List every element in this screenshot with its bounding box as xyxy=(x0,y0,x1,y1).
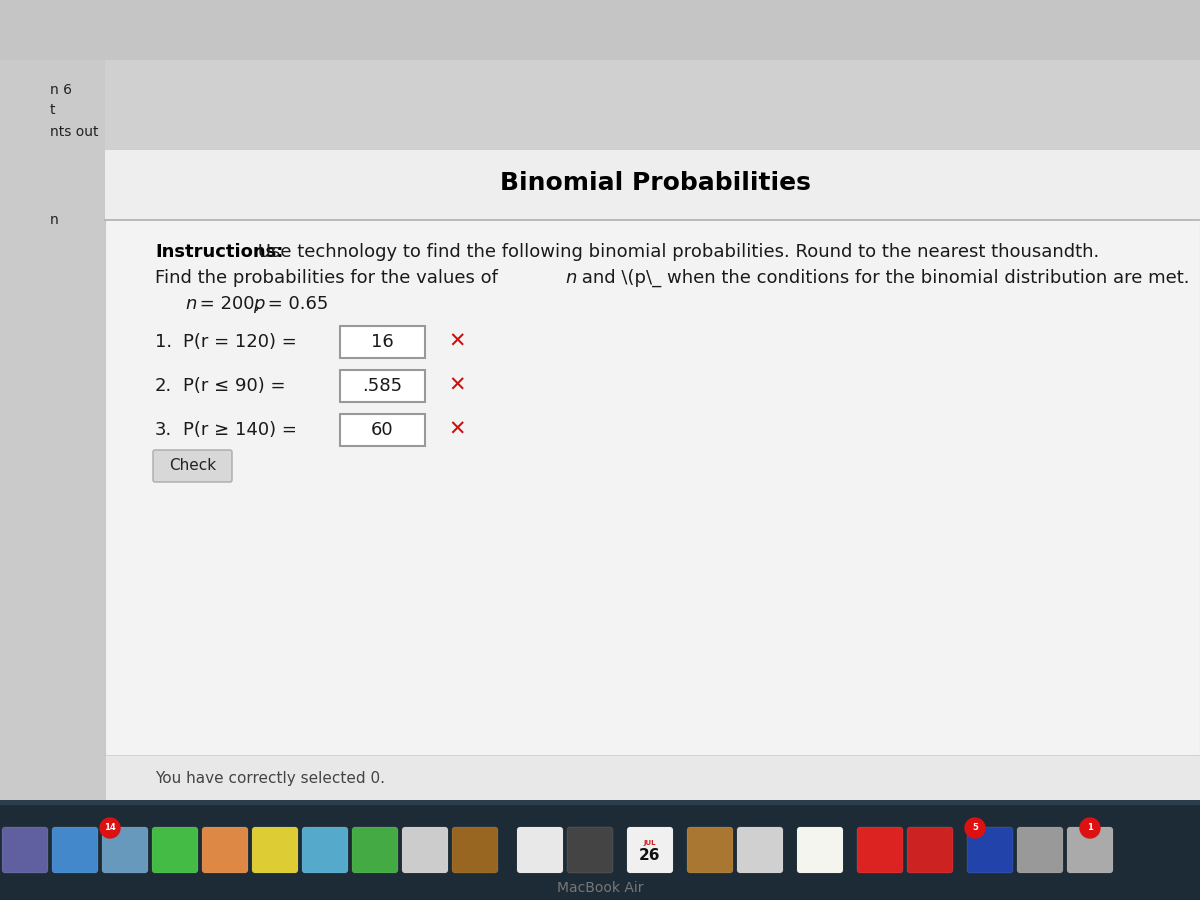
Text: n 6: n 6 xyxy=(50,83,72,97)
Text: t: t xyxy=(50,103,55,117)
FancyBboxPatch shape xyxy=(628,827,673,873)
Text: 16: 16 xyxy=(371,333,394,351)
FancyBboxPatch shape xyxy=(154,450,232,482)
FancyBboxPatch shape xyxy=(1018,827,1063,873)
Text: 5: 5 xyxy=(972,824,978,832)
FancyBboxPatch shape xyxy=(907,827,953,873)
FancyBboxPatch shape xyxy=(302,827,348,873)
FancyBboxPatch shape xyxy=(102,827,148,873)
Bar xyxy=(106,0,1200,150)
Text: = 0.65: = 0.65 xyxy=(262,295,329,313)
Bar xyxy=(106,150,1200,800)
Text: ✕: ✕ xyxy=(448,376,466,396)
Text: 1.: 1. xyxy=(155,333,172,351)
Text: Find the probabilities for the values of: Find the probabilities for the values of xyxy=(155,269,504,287)
Text: 2.: 2. xyxy=(155,377,173,395)
FancyBboxPatch shape xyxy=(2,827,48,873)
Text: 3.: 3. xyxy=(155,421,173,439)
Bar xyxy=(0,0,106,900)
FancyBboxPatch shape xyxy=(340,414,425,446)
Text: JUL: JUL xyxy=(643,840,656,846)
Bar xyxy=(0,0,1200,60)
FancyBboxPatch shape xyxy=(402,827,448,873)
Text: n: n xyxy=(565,269,576,287)
Text: Instructions:: Instructions: xyxy=(155,243,283,261)
Bar xyxy=(0,800,1200,900)
Text: = 200,: = 200, xyxy=(194,295,266,313)
Text: ✕: ✕ xyxy=(448,420,466,440)
Text: P(r ≤ 90) =: P(r ≤ 90) = xyxy=(182,377,286,395)
Text: 60: 60 xyxy=(371,421,394,439)
Bar xyxy=(0,800,1200,805)
Text: n: n xyxy=(185,295,197,313)
Text: Use technology to find the following binomial probabilities. Round to the neares: Use technology to find the following bin… xyxy=(252,243,1099,261)
Text: 14: 14 xyxy=(104,824,116,832)
Text: 1: 1 xyxy=(1087,824,1093,832)
FancyBboxPatch shape xyxy=(568,827,613,873)
FancyBboxPatch shape xyxy=(340,370,425,402)
FancyBboxPatch shape xyxy=(352,827,398,873)
Text: n: n xyxy=(50,213,59,227)
Text: P(r = 120) =: P(r = 120) = xyxy=(182,333,296,351)
Text: p: p xyxy=(253,295,264,313)
FancyBboxPatch shape xyxy=(152,827,198,873)
Circle shape xyxy=(100,818,120,838)
Text: Check: Check xyxy=(169,458,216,473)
FancyBboxPatch shape xyxy=(1067,827,1114,873)
Circle shape xyxy=(1080,818,1100,838)
FancyBboxPatch shape xyxy=(52,827,98,873)
FancyBboxPatch shape xyxy=(967,827,1013,873)
Circle shape xyxy=(965,818,985,838)
Text: and \(p\_ when the conditions for the binomial distribution are met.: and \(p\_ when the conditions for the bi… xyxy=(576,269,1189,287)
Text: .585: .585 xyxy=(362,377,402,395)
Text: P(r ≥ 140) =: P(r ≥ 140) = xyxy=(182,421,296,439)
Text: 26: 26 xyxy=(640,848,661,862)
Text: You have correctly selected 0.: You have correctly selected 0. xyxy=(155,770,385,786)
Text: MacBook Air: MacBook Air xyxy=(557,881,643,895)
Bar xyxy=(106,755,1200,800)
FancyBboxPatch shape xyxy=(737,827,784,873)
FancyBboxPatch shape xyxy=(857,827,904,873)
FancyBboxPatch shape xyxy=(252,827,298,873)
FancyBboxPatch shape xyxy=(202,827,248,873)
Bar xyxy=(106,150,1200,220)
Text: Binomial Probabilities: Binomial Probabilities xyxy=(499,171,810,195)
FancyBboxPatch shape xyxy=(797,827,842,873)
Text: nts out: nts out xyxy=(50,125,98,139)
FancyBboxPatch shape xyxy=(340,326,425,358)
FancyBboxPatch shape xyxy=(517,827,563,873)
FancyBboxPatch shape xyxy=(686,827,733,873)
FancyBboxPatch shape xyxy=(452,827,498,873)
Text: ✕: ✕ xyxy=(448,332,466,352)
